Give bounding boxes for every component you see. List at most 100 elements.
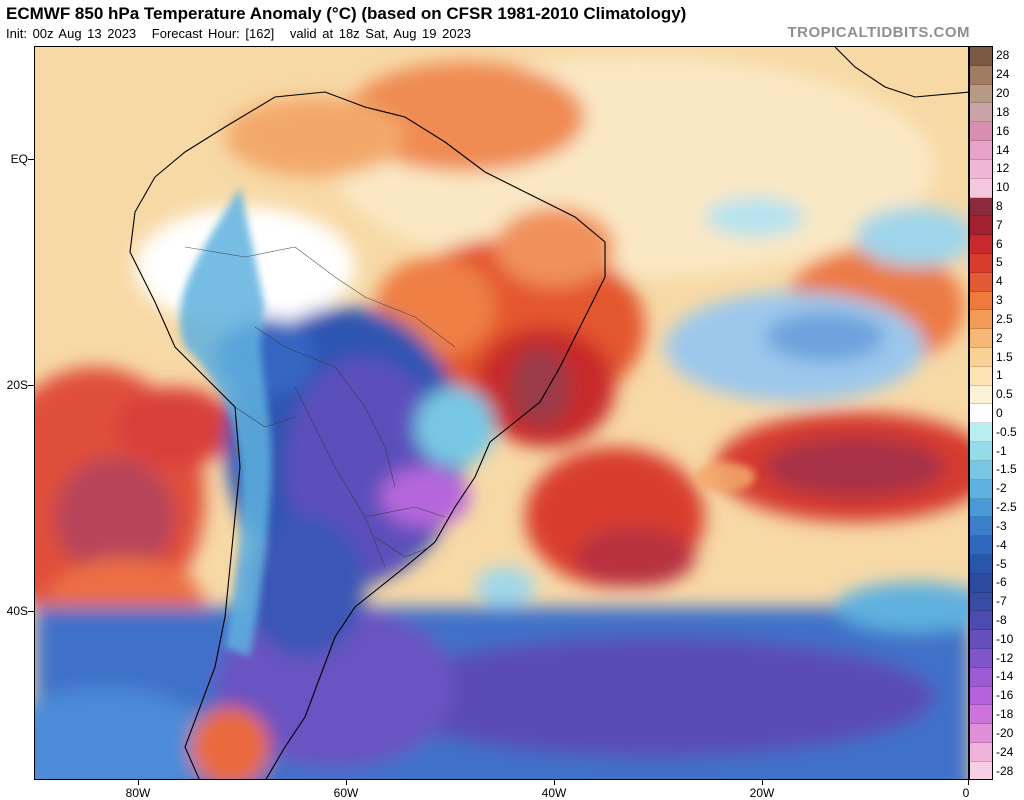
colorbar-swatch: [970, 536, 992, 555]
colorbar-level-label: -6: [996, 575, 1007, 590]
colorbar-swatch: [970, 103, 992, 123]
anomaly-field: [35, 47, 968, 779]
lon-label-80w: 80W: [125, 786, 151, 800]
colorbar-swatch: [970, 272, 992, 292]
colorbar-level-label: 10: [996, 180, 1010, 195]
lon-label-0: 0: [962, 786, 970, 800]
colorbar-level-label: -1: [996, 443, 1007, 458]
lat-tick-eq: [28, 159, 34, 160]
colorbar-level-label: 18: [996, 104, 1010, 119]
colorbar-swatch: [970, 686, 992, 706]
colorbar-level-label: 28: [996, 48, 1010, 63]
colorbar-swatch: [970, 47, 992, 66]
lon-label-20w: 20W: [749, 786, 775, 800]
init-time: Init: 00z Aug 13 2023: [6, 26, 137, 41]
colorbar-level-label: -18: [996, 707, 1014, 722]
colorbar-swatch: [970, 216, 992, 236]
colorbar-swatch: [970, 122, 992, 142]
colorbar-swatch: [970, 649, 992, 668]
colorbar-swatch: [970, 611, 992, 631]
colorbar-swatch: [970, 253, 992, 273]
colorbar-level-label: -16: [996, 688, 1014, 703]
colorbar-level-label: 7: [996, 217, 1003, 232]
forecast-info: Init: 00z Aug 13 2023 Forecast Hour: [16…: [6, 26, 481, 42]
colorbar-level-label: 0.5: [996, 387, 1013, 402]
colorbar-level-label: 1.5: [996, 349, 1013, 364]
colorbar-level-label: -12: [996, 650, 1014, 665]
colorbar-swatch: [970, 385, 992, 405]
lat-tick-40s: [28, 611, 34, 612]
colorbar-level-label: -14: [996, 669, 1014, 684]
colorbar-swatch: [970, 65, 992, 85]
colorbar-level-label: 20: [996, 86, 1010, 101]
colorbar-level-label: -5: [996, 556, 1007, 571]
colorbar-level-label: -2: [996, 481, 1007, 496]
borders: [184, 246, 456, 568]
colorbar-swatch: [970, 404, 992, 424]
colorbar-level-label: -3: [996, 518, 1007, 533]
colorbar-level-label: 5: [996, 255, 1003, 270]
colorbar-level-label: 6: [996, 236, 1003, 251]
colorbar-level-label: -10: [996, 631, 1014, 646]
colorbar-level-label: 0: [996, 406, 1003, 420]
colorbar-level-label: 4: [996, 274, 1003, 289]
colorbar-swatch: [970, 329, 992, 348]
colorbar-level-label: 14: [996, 142, 1010, 157]
forecast-hour: Forecast Hour: [162]: [151, 26, 275, 41]
colorbar-level-label: -2.5: [996, 500, 1017, 515]
coastlines: [129, 47, 968, 779]
colorbar-swatch: [970, 291, 992, 311]
lon-label-40w: 40W: [541, 786, 567, 800]
colorbar-level-label: 1: [996, 368, 1003, 383]
lat-label-40s: 40S: [6, 604, 28, 618]
colorbar-swatch: [970, 310, 992, 330]
colorbar-swatch: [970, 235, 992, 254]
colorbar-level-label: -1.5: [996, 462, 1017, 477]
colorbar-swatch: [970, 479, 992, 499]
colorbar-level-label: 12: [996, 161, 1010, 176]
colorbar-level-label: 2.5: [996, 311, 1013, 326]
colorbar-labels: 28 24 20 18 16 14 12 10 8 7 6 5 4 3 2.5 2 1.5 1 0.5 0 -0.5 -1…: [994, 46, 1024, 780]
valid-time: valid at 18z Sat, Aug 19 2023: [289, 26, 472, 41]
lat-label-20s: 20S: [6, 378, 28, 392]
colorbar-swatch: [970, 141, 992, 160]
colorbar-swatch: [970, 84, 992, 104]
colorbar-level-label: -20: [996, 725, 1014, 740]
colorbar-swatch: [970, 423, 992, 443]
colorbar-level-label: 24: [996, 67, 1010, 82]
colorbar-swatch: [970, 442, 992, 461]
colorbar-level-label: -24: [996, 744, 1014, 759]
colorbar-level-label: -28: [996, 763, 1014, 778]
colorbar-swatch: [970, 460, 992, 480]
colorbar: [969, 46, 993, 780]
lon-label-60w: 60W: [333, 786, 359, 800]
colorbar-swatch: [970, 592, 992, 612]
lon-tick-20w: [762, 780, 763, 785]
colorbar-level-label: 2: [996, 330, 1003, 345]
lon-tick-0: [968, 780, 969, 785]
colorbar-level-label: 3: [996, 293, 1003, 308]
anomaly-map[interactable]: [34, 46, 969, 780]
page-title: ECMWF 850 hPa Temperature Anomaly (°C) (…: [6, 4, 687, 23]
colorbar-swatch: [970, 348, 992, 367]
colorbar-level-label: -8: [996, 613, 1007, 628]
colorbar-level-label: 16: [996, 123, 1010, 138]
lat-label-eq: EQ: [10, 152, 28, 166]
colorbar-swatch: [970, 724, 992, 744]
colorbar-level-label: -0.5: [996, 424, 1017, 439]
lon-tick-80w: [138, 780, 139, 785]
colorbar-swatch: [970, 197, 992, 217]
lat-tick-20s: [28, 385, 34, 386]
colorbar-level-label: -4: [996, 537, 1007, 552]
lon-tick-60w: [346, 780, 347, 785]
colorbar-swatch: [970, 517, 992, 537]
colorbar-swatch: [970, 743, 992, 762]
colorbar-swatch: [970, 573, 992, 593]
colorbar-swatch: [970, 178, 992, 198]
colorbar-level-label: 8: [996, 198, 1003, 213]
colorbar-swatch: [970, 554, 992, 574]
colorbar-swatch: [970, 630, 992, 649]
colorbar-swatch: [970, 366, 992, 386]
colorbar-swatch: [970, 761, 992, 779]
lon-tick-40w: [554, 780, 555, 785]
